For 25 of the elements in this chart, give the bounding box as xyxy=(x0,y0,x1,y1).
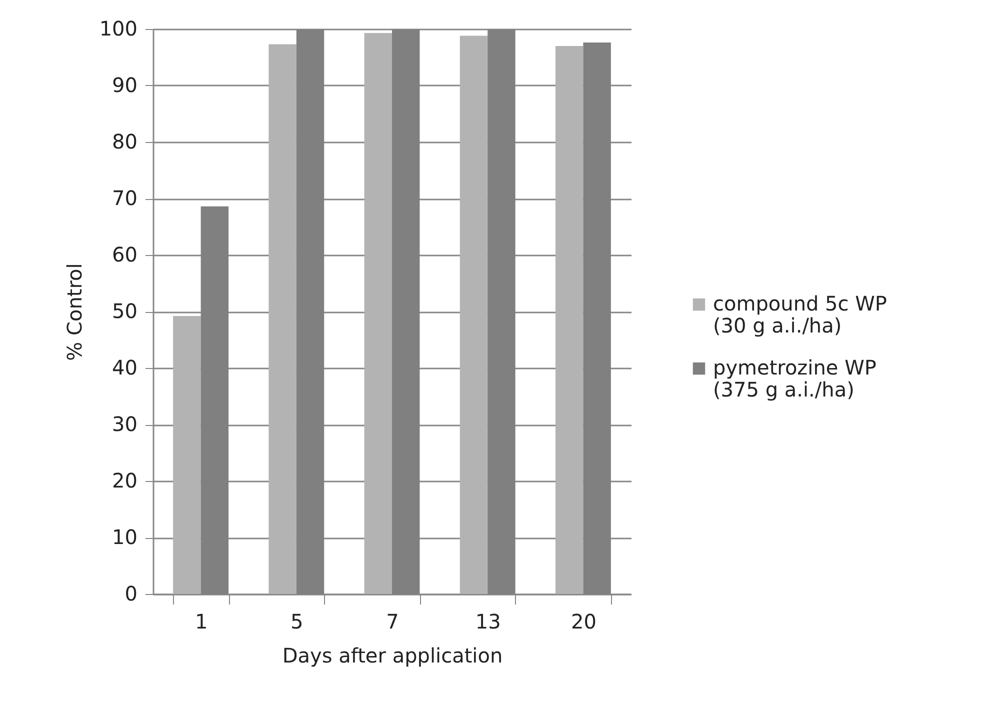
bar xyxy=(555,46,584,594)
x-tick-label: 7 xyxy=(386,610,399,634)
x-axis-title: Days after application xyxy=(282,644,503,668)
y-tick-label: 50 xyxy=(112,299,138,323)
legend-label: pymetrozine WP (375 g a.i./ha) xyxy=(713,356,876,402)
x-tick-label: 20 xyxy=(570,610,596,634)
x-tick-label: 13 xyxy=(475,610,501,634)
bar xyxy=(173,316,201,594)
y-tick-label: 60 xyxy=(112,242,138,266)
y-tick-label: 90 xyxy=(112,73,138,97)
bar xyxy=(268,44,296,594)
x-tick-label: 5 xyxy=(290,610,304,634)
y-tick-label: 20 xyxy=(112,468,138,492)
y-axis-title: % Control xyxy=(62,263,86,361)
x-tick-label: 1 xyxy=(194,610,208,634)
y-tick-label: 100 xyxy=(99,16,138,40)
y-tick-label: 10 xyxy=(112,525,138,549)
y-tick-label: 80 xyxy=(112,130,138,154)
bar xyxy=(460,36,488,594)
bar xyxy=(364,32,392,594)
legend-label: compound 5c WP (30 g a.i./ha) xyxy=(713,292,887,338)
y-tick-label: 40 xyxy=(112,356,138,380)
y-tick-label: 0 xyxy=(124,582,138,606)
y-tick-label: 70 xyxy=(112,186,138,210)
y-tick-label: 30 xyxy=(112,412,138,436)
